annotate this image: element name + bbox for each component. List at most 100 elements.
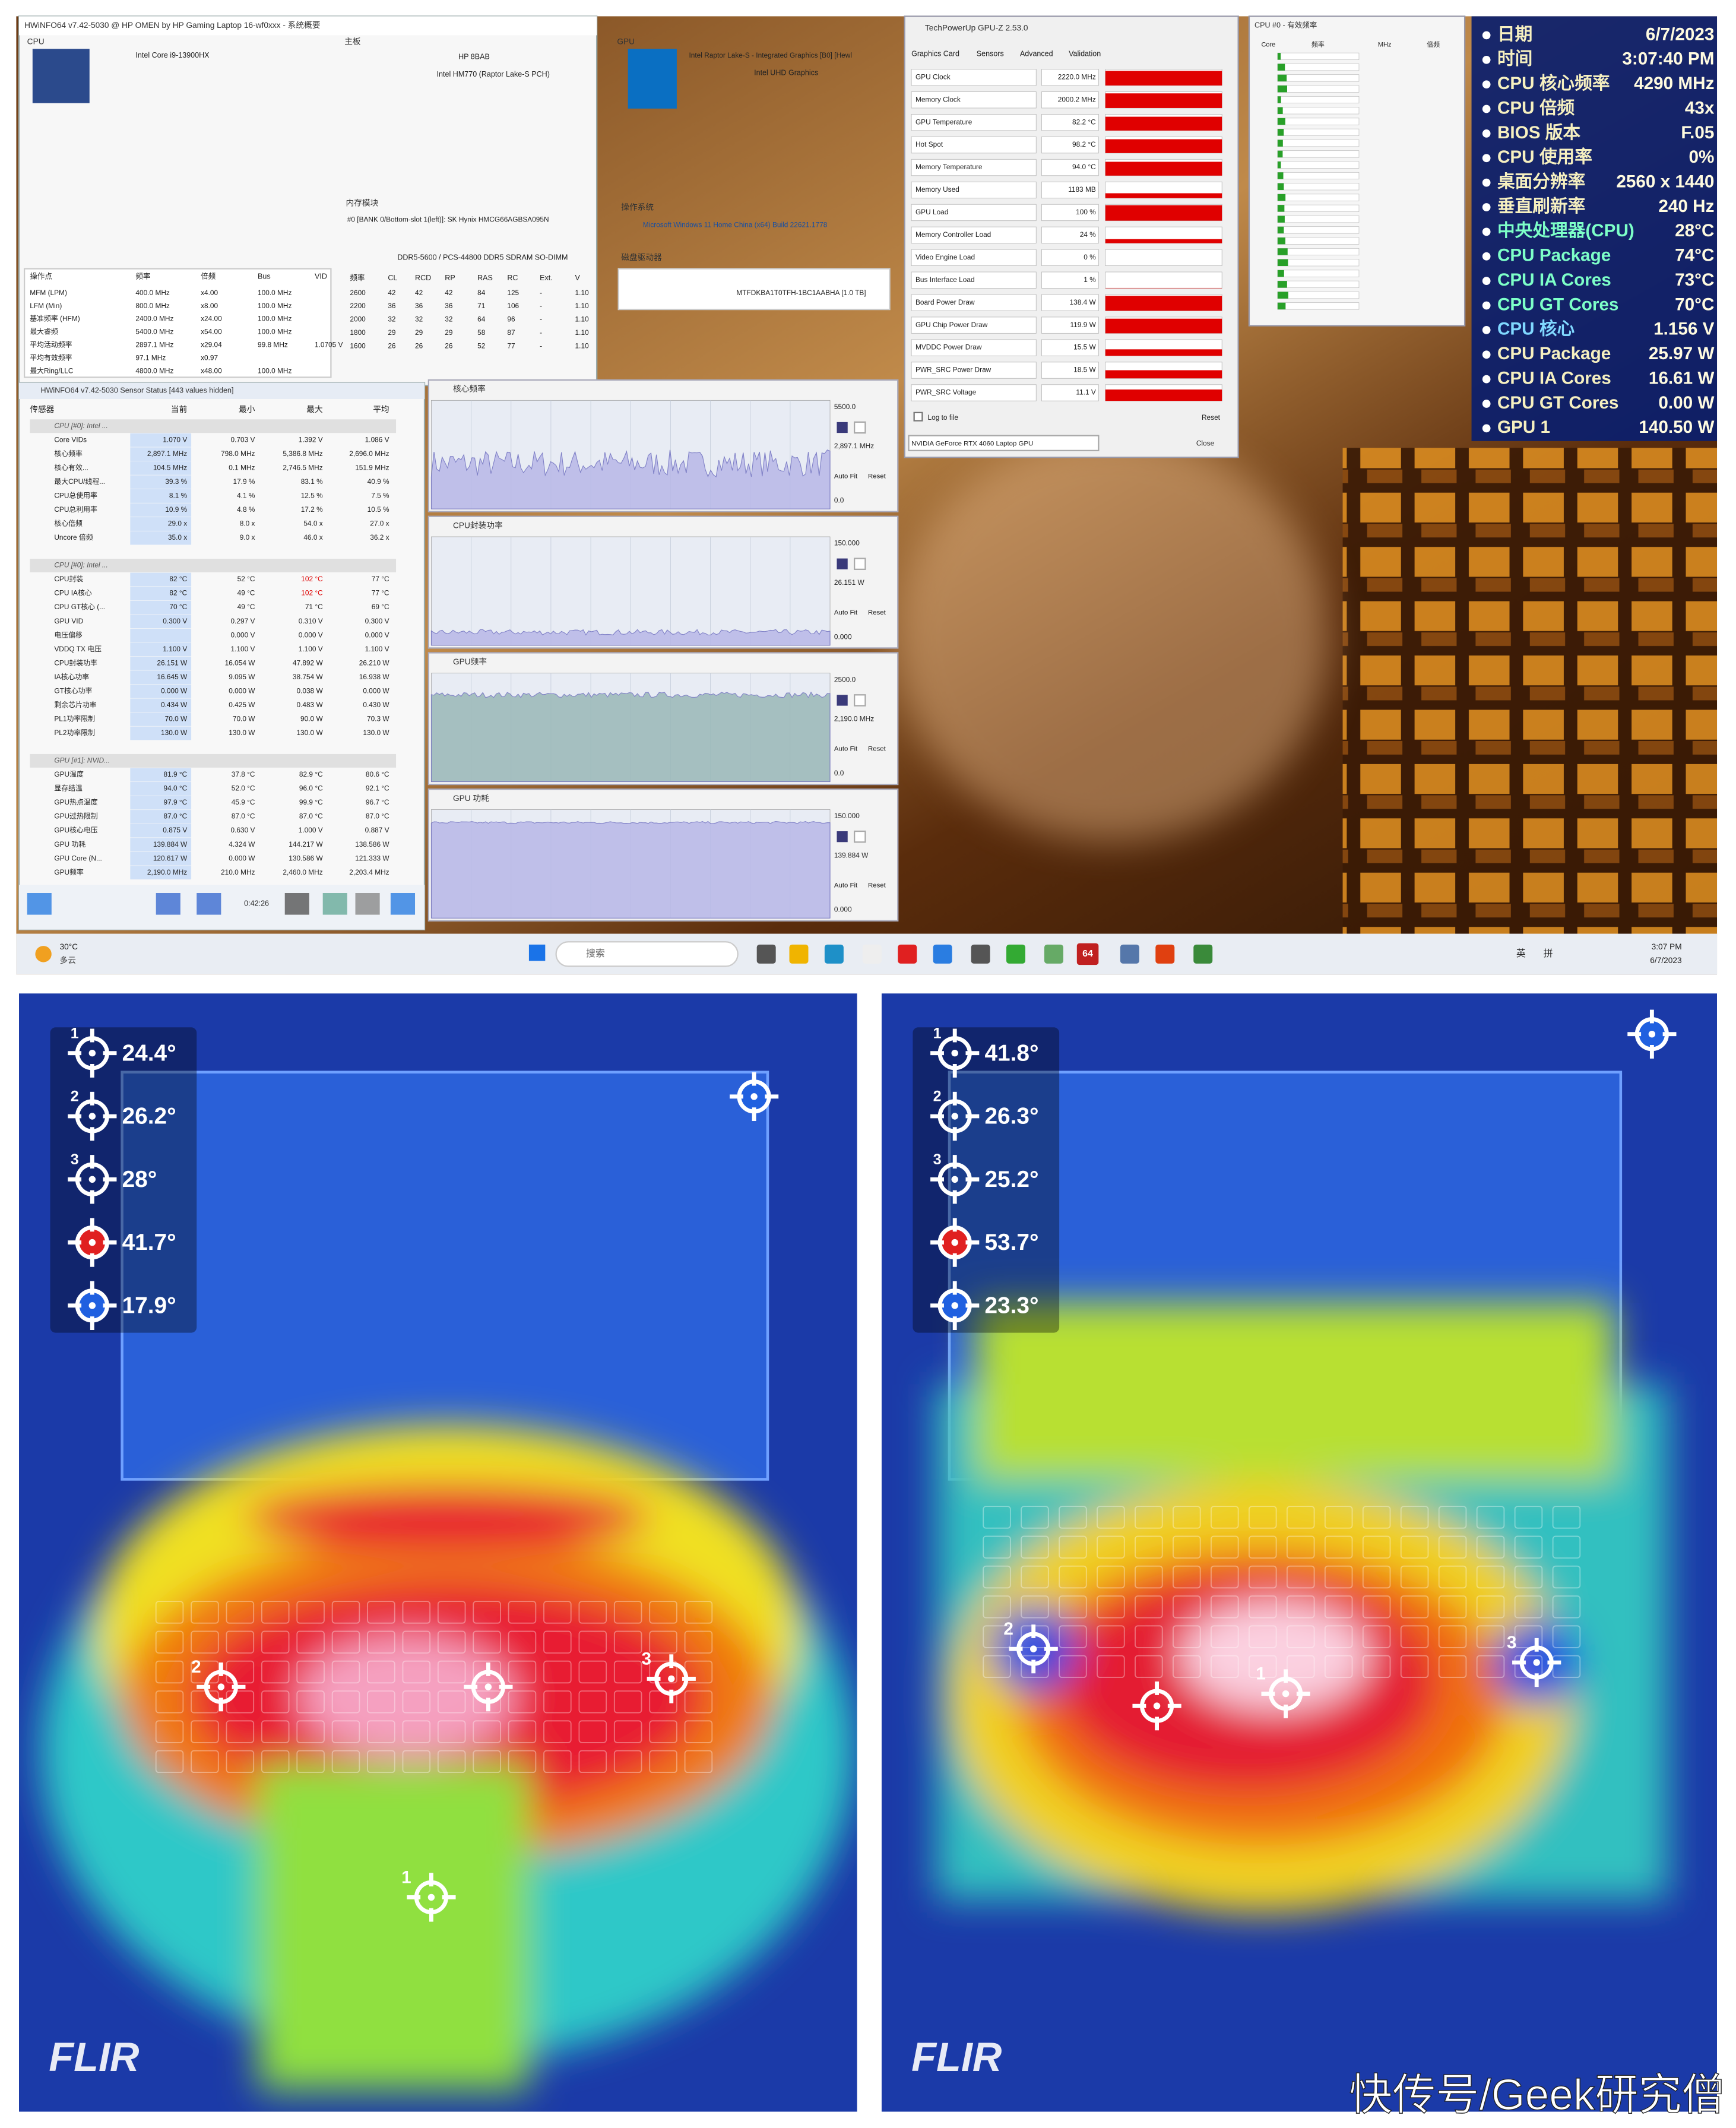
freq-bar	[1277, 162, 1281, 169]
bar-bg	[1277, 302, 1360, 310]
sensor-graph	[1105, 162, 1222, 176]
label-box	[911, 204, 1037, 221]
text: 频率	[1311, 40, 1325, 48]
current-cell	[130, 656, 192, 670]
cell: 90.0 W	[300, 715, 323, 723]
key-outline	[191, 1601, 219, 1624]
text: CPU Package	[1497, 344, 1611, 363]
cell: 29	[415, 328, 423, 337]
text: 多云	[60, 955, 76, 965]
key-outline	[1438, 1655, 1467, 1679]
text: DDR5-5600 / PCS-44800 DDR5 SDRAM SO-DIMM	[397, 254, 568, 262]
text: GPU 1	[1497, 417, 1550, 437]
key-outline	[1324, 1625, 1353, 1648]
cell: 1.10	[575, 328, 590, 337]
cell: 100.0 MHz	[258, 289, 292, 297]
key-outline	[1135, 1655, 1163, 1679]
cell: 52 °C	[237, 575, 255, 583]
key-outline	[226, 1601, 255, 1624]
swatch	[854, 558, 866, 570]
key-outline	[508, 1660, 537, 1684]
key-outline	[296, 1660, 325, 1684]
crosshair-dot	[1153, 1702, 1161, 1709]
text: CPU GT Cores	[1497, 393, 1619, 413]
text: CPU 倍频	[1497, 97, 1575, 118]
key-outline	[1097, 1595, 1125, 1619]
key-outline	[1286, 1565, 1315, 1589]
text: CPU	[27, 37, 45, 46]
key-outline	[191, 1720, 219, 1743]
text: 操作点	[30, 272, 52, 281]
text: Close	[1196, 439, 1215, 448]
cell: PL1功率限制	[54, 715, 95, 723]
sensor-graph	[1105, 390, 1222, 401]
cell: 0.1 MHz	[229, 463, 255, 471]
label-box	[911, 226, 1037, 244]
cell: 26	[388, 341, 396, 350]
spot-reading: 26.2°	[122, 1104, 176, 1129]
cell: 92.1 °C	[366, 784, 389, 793]
crosshair-dot	[750, 1093, 758, 1100]
text: 0.00 W	[1658, 393, 1714, 413]
bar-bg	[1277, 237, 1360, 245]
text: PWR_SRC Power Draw	[915, 366, 991, 374]
key-outline	[1097, 1625, 1125, 1648]
key-outline	[1173, 1565, 1201, 1589]
graph-box	[1105, 271, 1222, 289]
cell: 2,190.0 MHz	[147, 868, 187, 876]
key-outline	[1211, 1625, 1239, 1648]
cell: 82.9 °C	[299, 770, 323, 778]
cell: 82 °C	[169, 589, 187, 597]
cell: 45.9 °C	[232, 798, 255, 806]
tab: Graphics Card	[911, 50, 959, 58]
freq-bar	[1277, 216, 1285, 223]
key-outline	[1286, 1535, 1315, 1559]
text: 频率	[135, 272, 150, 281]
crosshair-dot	[668, 1675, 675, 1683]
text: 2220.0 MHz	[1058, 72, 1096, 81]
key-outline	[402, 1690, 431, 1714]
cell: 125	[507, 289, 519, 297]
taskbar-icon	[1006, 944, 1025, 964]
toolbar-icon	[284, 893, 309, 915]
cell: x0.97	[201, 354, 218, 362]
text: 3:07:40 PM	[1622, 49, 1714, 69]
text: GPU 功耗	[453, 794, 489, 803]
spot-reading: 28°	[122, 1167, 157, 1192]
cell: VDDQ TX 电压	[54, 645, 102, 653]
bullet	[1482, 154, 1491, 163]
text: 搜索	[586, 948, 605, 959]
text: Video Engine Load	[915, 253, 975, 261]
bullet	[1482, 55, 1491, 64]
key-outline	[155, 1601, 184, 1624]
spot-reading: 53.7°	[984, 1230, 1038, 1255]
text: Intel UHD Graphics	[754, 69, 818, 77]
heat-blob	[1180, 1601, 1370, 1710]
cell: 104.5 MHz	[153, 463, 187, 471]
key-outline	[226, 1720, 255, 1743]
cell: 52	[477, 341, 485, 350]
swatch	[837, 695, 848, 706]
current-cell	[130, 503, 192, 517]
key-outline	[508, 1690, 537, 1714]
key-outline	[473, 1690, 501, 1714]
cell: 106	[507, 302, 519, 310]
text: 25.97 W	[1649, 344, 1715, 363]
text: 11.1 V	[1076, 388, 1096, 397]
key-outline	[508, 1630, 537, 1654]
key-outline	[226, 1630, 255, 1654]
ops-table	[23, 268, 332, 378]
key-outline	[367, 1630, 395, 1654]
key-outline	[613, 1750, 642, 1774]
key-outline	[578, 1660, 607, 1684]
key-outline	[331, 1601, 360, 1624]
cell: 64	[477, 315, 486, 324]
key-outline	[1021, 1535, 1049, 1559]
key-outline	[1476, 1506, 1505, 1529]
heat-blob	[976, 1303, 1614, 1480]
cell: 97.9 °C	[164, 798, 188, 806]
key-outline	[1173, 1506, 1201, 1529]
label-box	[911, 316, 1037, 334]
cell: 平均有效频率	[30, 354, 72, 362]
cell: 130.0 W	[363, 729, 389, 737]
